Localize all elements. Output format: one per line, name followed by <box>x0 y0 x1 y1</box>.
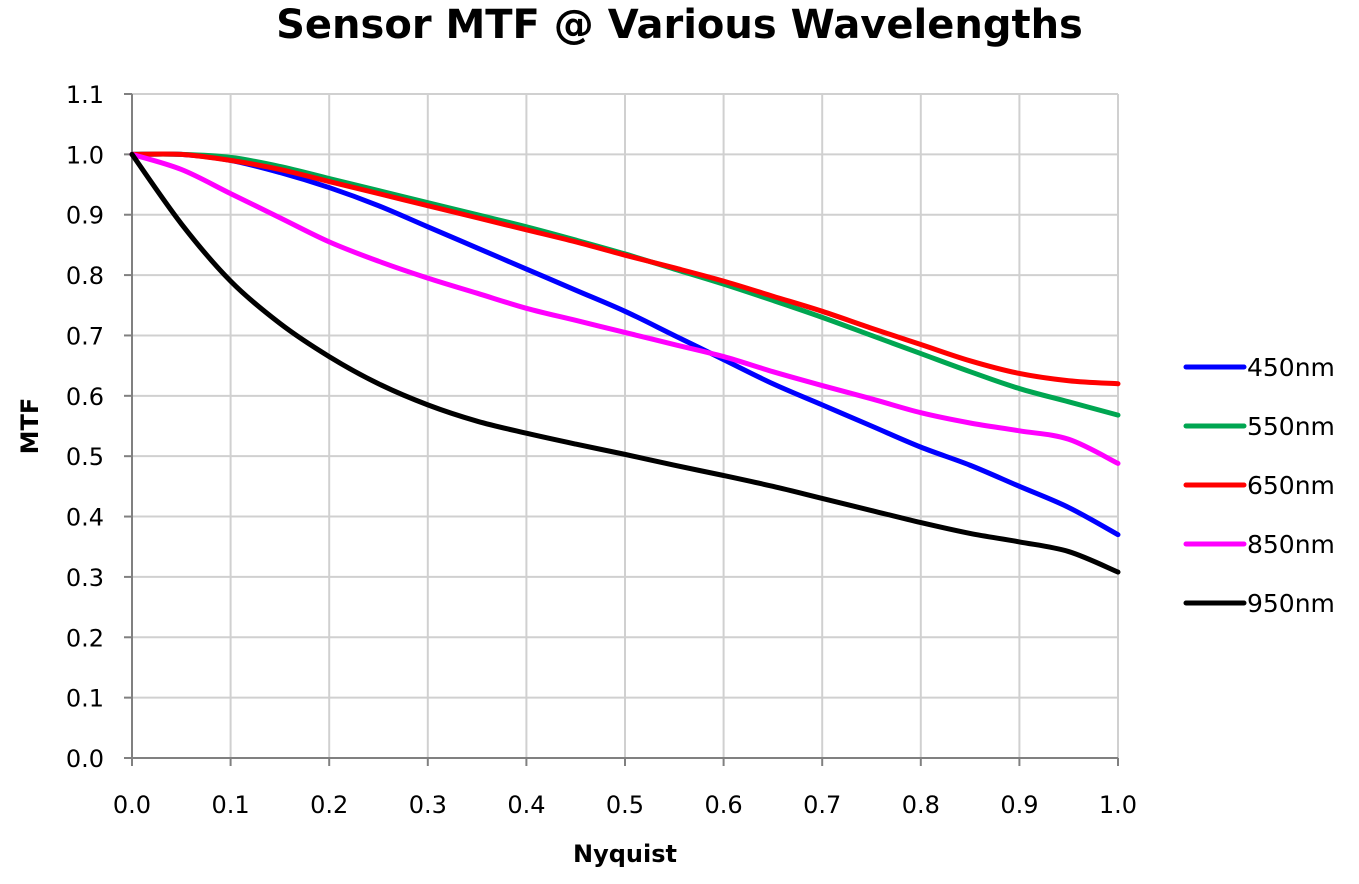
y-tick-label: 0.7 <box>66 322 104 350</box>
y-tick-label: 1.0 <box>66 141 104 169</box>
y-tick-label: 0.5 <box>66 443 104 471</box>
y-tick-label: 1.1 <box>66 81 104 109</box>
legend-item-850nm: 850nm <box>1183 530 1335 559</box>
y-tick-label: 0.4 <box>66 504 104 532</box>
series-line-450nm <box>129 151 1121 538</box>
series-line-950nm <box>129 151 1121 575</box>
x-tick-label: 0.2 <box>310 791 348 819</box>
x-tick-labels: 0.0 0.1 0.2 0.3 0.4 0.5 0.6 0.7 0.8 0.9 1.0 <box>113 791 1137 819</box>
axes <box>124 93 1119 766</box>
y-tick-label: 0.3 <box>66 564 104 592</box>
x-tick-label: 0.1 <box>212 791 250 819</box>
legend-item-450nm: 450nm <box>1183 353 1335 382</box>
x-tick-label: 0.3 <box>409 791 447 819</box>
x-tick-label: 0.7 <box>803 791 841 819</box>
legend: 450nm 550nm 650nm 850nm 950nm <box>1183 353 1335 618</box>
legend-label: 950nm <box>1247 589 1335 618</box>
y-tick-label: 0.8 <box>66 262 104 290</box>
x-tick-label: 0.5 <box>606 791 644 819</box>
legend-item-550nm: 550nm <box>1183 412 1335 441</box>
legend-label: 850nm <box>1247 530 1335 559</box>
x-tick-label: 0.4 <box>507 791 545 819</box>
x-tick-label: 0.9 <box>1000 791 1038 819</box>
legend-item-650nm: 650nm <box>1183 471 1335 500</box>
y-tick-label: 0.6 <box>66 383 104 411</box>
legend-label: 450nm <box>1247 353 1335 382</box>
y-axis-title: MTF <box>16 398 44 455</box>
y-tick-label: 0.1 <box>66 685 104 713</box>
legend-item-950nm: 950nm <box>1183 589 1335 618</box>
x-tick-label: 1.0 <box>1099 791 1137 819</box>
series-line-650nm <box>129 151 1121 387</box>
y-tick-label: 0.9 <box>66 202 104 230</box>
legend-label: 650nm <box>1247 471 1335 500</box>
y-tick-label: 0.0 <box>66 745 104 773</box>
x-tick-label: 0.8 <box>902 791 940 819</box>
chart-title: Sensor MTF @ Various Wavelengths <box>276 2 1083 48</box>
x-tick-label: 0.6 <box>705 791 743 819</box>
x-tick-label: 0.0 <box>113 791 151 819</box>
y-tick-labels: 0.0 0.1 0.2 0.3 0.4 0.5 0.6 0.7 0.8 0.9 1.0 1.1 <box>66 81 104 773</box>
x-axis-title: Nyquist <box>573 840 677 868</box>
series-lines <box>129 151 1121 575</box>
series-line-850nm <box>129 151 1121 466</box>
gridlines <box>132 93 1119 758</box>
y-tick-label: 0.2 <box>66 624 104 652</box>
legend-label: 550nm <box>1247 412 1335 441</box>
